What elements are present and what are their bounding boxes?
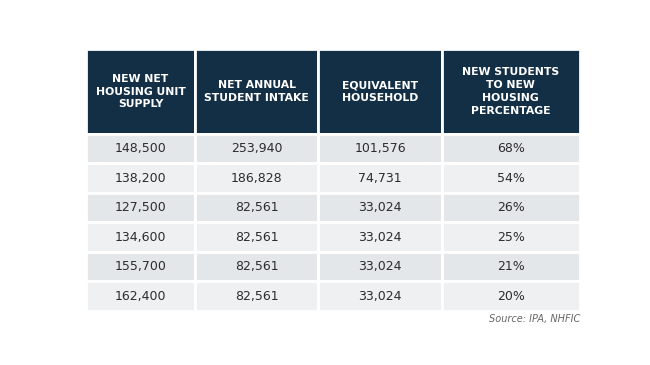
Text: 155,700: 155,700 bbox=[114, 260, 166, 273]
Bar bbox=[442, 222, 580, 252]
Bar bbox=[86, 49, 195, 134]
Bar bbox=[442, 193, 580, 222]
Text: 21%: 21% bbox=[497, 260, 525, 273]
Bar bbox=[86, 281, 195, 311]
Text: NEW STUDENTS
TO NEW
HOUSING
PERCENTAGE: NEW STUDENTS TO NEW HOUSING PERCENTAGE bbox=[462, 68, 560, 116]
Text: 33,024: 33,024 bbox=[358, 289, 402, 303]
Bar bbox=[442, 134, 580, 163]
Bar bbox=[318, 222, 442, 252]
Bar bbox=[86, 252, 195, 281]
Text: EQUIVALENT
HOUSEHOLD: EQUIVALENT HOUSEHOLD bbox=[342, 80, 418, 103]
Bar bbox=[195, 134, 318, 163]
Bar bbox=[318, 281, 442, 311]
Bar bbox=[86, 222, 195, 252]
Text: 33,024: 33,024 bbox=[358, 260, 402, 273]
Bar bbox=[195, 281, 318, 311]
Bar bbox=[86, 163, 195, 193]
Text: 54%: 54% bbox=[497, 172, 525, 184]
Text: 82,561: 82,561 bbox=[235, 289, 278, 303]
Bar bbox=[195, 49, 318, 134]
Text: 253,940: 253,940 bbox=[231, 142, 282, 155]
Text: 82,561: 82,561 bbox=[235, 231, 278, 243]
Text: 82,561: 82,561 bbox=[235, 201, 278, 214]
Bar bbox=[318, 193, 442, 222]
Bar bbox=[442, 163, 580, 193]
Text: 26%: 26% bbox=[497, 201, 525, 214]
Text: 127,500: 127,500 bbox=[114, 201, 166, 214]
Text: 33,024: 33,024 bbox=[358, 231, 402, 243]
Text: 101,576: 101,576 bbox=[354, 142, 406, 155]
Bar bbox=[195, 222, 318, 252]
Text: 20%: 20% bbox=[497, 289, 525, 303]
Text: 25%: 25% bbox=[497, 231, 525, 243]
Bar bbox=[442, 252, 580, 281]
Bar bbox=[86, 134, 195, 163]
Bar bbox=[195, 193, 318, 222]
Text: 82,561: 82,561 bbox=[235, 260, 278, 273]
Bar bbox=[318, 49, 442, 134]
Bar bbox=[86, 193, 195, 222]
Bar bbox=[442, 281, 580, 311]
Text: Source: IPA, NHFIC: Source: IPA, NHFIC bbox=[489, 314, 580, 324]
Text: NEW NET
HOUSING UNIT
SUPPLY: NEW NET HOUSING UNIT SUPPLY bbox=[96, 74, 185, 110]
Text: NET ANNUAL
STUDENT INTAKE: NET ANNUAL STUDENT INTAKE bbox=[204, 80, 309, 103]
Text: 74,731: 74,731 bbox=[358, 172, 402, 184]
Bar bbox=[195, 163, 318, 193]
Text: 134,600: 134,600 bbox=[115, 231, 166, 243]
Text: 68%: 68% bbox=[497, 142, 525, 155]
Text: 148,500: 148,500 bbox=[114, 142, 166, 155]
Text: 186,828: 186,828 bbox=[231, 172, 282, 184]
Bar bbox=[318, 252, 442, 281]
Bar bbox=[195, 252, 318, 281]
Bar bbox=[318, 134, 442, 163]
Bar bbox=[442, 49, 580, 134]
Text: 138,200: 138,200 bbox=[115, 172, 166, 184]
Text: 162,400: 162,400 bbox=[115, 289, 166, 303]
Bar bbox=[318, 163, 442, 193]
Text: 33,024: 33,024 bbox=[358, 201, 402, 214]
